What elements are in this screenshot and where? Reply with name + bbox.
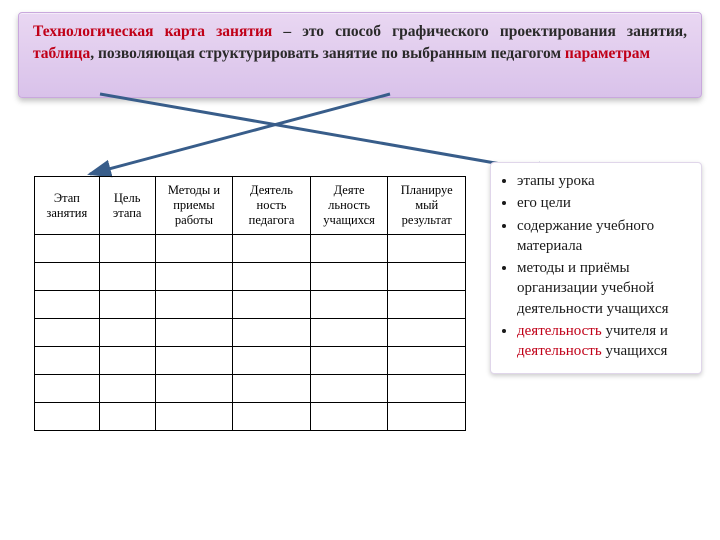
table-cell [155,319,233,347]
table-cell [233,403,311,431]
table-cell [388,375,466,403]
table-cell [310,347,388,375]
table-cell [99,375,155,403]
header-panel: Технологическая карта занятия – это спос… [18,12,702,98]
header-text: Технологическая карта занятия – это спос… [33,23,687,62]
table-cell [35,263,100,291]
table-cell [155,263,233,291]
table-column-header: Цельэтапа [99,177,155,235]
table-row [35,347,466,375]
table-column-header: Методы иприемыработы [155,177,233,235]
table-column-header: Деятельностьучащихся [310,177,388,235]
table-cell [35,375,100,403]
table-row [35,235,466,263]
table-row [35,403,466,431]
table-cell [233,319,311,347]
table-cell [388,235,466,263]
table-column-header: Планируемыйрезультат [388,177,466,235]
table-cell [310,235,388,263]
table-cell [35,319,100,347]
list-item: содержание учебного материала [517,216,693,257]
table-row [35,291,466,319]
table-cell [388,291,466,319]
table-row [35,375,466,403]
table-cell [99,291,155,319]
table-cell [233,263,311,291]
table-cell [310,403,388,431]
table-cell [155,235,233,263]
table-cell [35,347,100,375]
table-cell [388,403,466,431]
table-cell [388,263,466,291]
list-item: его цели [517,193,693,213]
lesson-table: ЭтапзанятияЦельэтапаМетоды иприемыработы… [34,176,466,431]
table-cell [310,319,388,347]
list-item: этапы урока [517,171,693,191]
table-cell [99,403,155,431]
table-cell [35,403,100,431]
table-column-header: Деятельностьпедагога [233,177,311,235]
table-cell [99,235,155,263]
table-cell [155,291,233,319]
table-cell [35,235,100,263]
table-header-row: ЭтапзанятияЦельэтапаМетоды иприемыработы… [35,177,466,235]
table-cell [310,291,388,319]
table-cell [99,347,155,375]
parameters-list: этапы урокаего цели содержание учебного м… [499,171,693,361]
table-row [35,319,466,347]
table-cell [99,263,155,291]
arrow-left [90,94,390,174]
table-cell [233,291,311,319]
list-item: методы и приёмы организации учебной деят… [517,258,693,319]
table-cell [310,375,388,403]
table-cell [233,375,311,403]
table-cell [310,263,388,291]
table-column-header: Этапзанятия [35,177,100,235]
list-item: деятельность учителя и деятельность учащ… [517,321,693,362]
table-cell [155,403,233,431]
table-cell [99,319,155,347]
table-cell [35,291,100,319]
table-cell [388,347,466,375]
table-cell [155,347,233,375]
table-container: ЭтапзанятияЦельэтапаМетоды иприемыработы… [34,176,466,431]
parameters-panel: этапы урокаего цели содержание учебного м… [490,162,702,374]
table-cell [155,375,233,403]
table-cell [233,235,311,263]
table-row [35,263,466,291]
arrow-right [100,94,558,174]
table-cell [233,347,311,375]
table-cell [388,319,466,347]
table-body [35,235,466,431]
